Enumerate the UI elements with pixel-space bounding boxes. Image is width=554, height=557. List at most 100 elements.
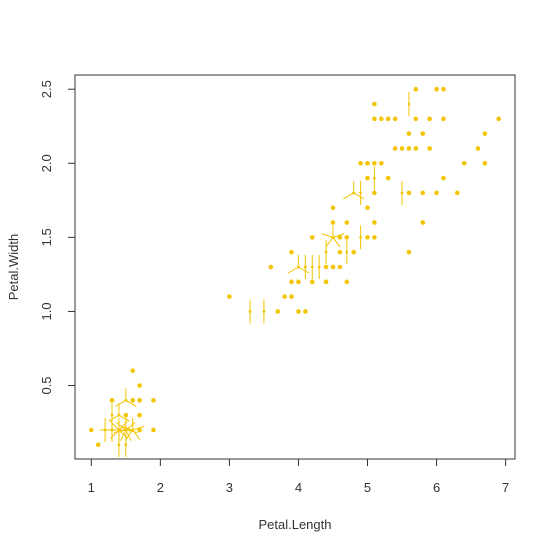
petal <box>132 429 141 440</box>
point <box>482 160 488 166</box>
petal <box>116 422 127 431</box>
point <box>137 398 142 403</box>
point <box>117 413 121 417</box>
point <box>124 399 128 402</box>
point <box>344 235 350 240</box>
point <box>427 116 432 122</box>
x-tick-label: 1 <box>88 480 95 495</box>
point <box>406 131 412 136</box>
point <box>130 398 136 403</box>
point <box>406 190 412 196</box>
point <box>496 116 502 122</box>
point <box>372 101 377 107</box>
point <box>296 279 301 285</box>
point <box>151 398 156 403</box>
point <box>392 146 398 151</box>
petal <box>118 414 130 422</box>
petal <box>298 266 310 274</box>
petal <box>332 237 341 248</box>
point <box>296 309 301 314</box>
point <box>330 264 336 270</box>
point <box>323 264 329 270</box>
point <box>441 175 446 181</box>
point <box>372 160 377 166</box>
x-tick-label: 4 <box>295 480 302 495</box>
point <box>289 249 294 255</box>
point <box>365 175 370 181</box>
x-axis-label: Petal.Length <box>258 517 331 532</box>
petal <box>108 414 120 422</box>
point <box>95 442 101 448</box>
point <box>337 249 343 255</box>
point <box>110 413 114 417</box>
point <box>379 160 384 166</box>
point <box>330 205 336 211</box>
point <box>309 235 315 240</box>
point <box>151 427 156 433</box>
petal <box>343 192 354 200</box>
petal <box>125 429 134 440</box>
point <box>441 86 446 92</box>
point <box>413 146 419 151</box>
petal <box>115 399 127 407</box>
point <box>351 249 356 255</box>
point <box>482 131 488 136</box>
point <box>399 146 405 151</box>
petal <box>321 233 334 238</box>
point <box>337 264 343 270</box>
point <box>427 146 432 151</box>
point <box>365 160 370 166</box>
point <box>434 86 439 92</box>
petal <box>287 266 299 274</box>
x-tick-label: 2 <box>157 480 164 495</box>
point <box>330 220 336 225</box>
point <box>379 116 384 122</box>
point <box>123 412 129 418</box>
x-tick-label: 6 <box>433 480 440 495</box>
y-tick-label: 1.5 <box>39 228 54 246</box>
point <box>344 220 350 225</box>
point <box>337 235 343 240</box>
point <box>385 175 391 181</box>
point <box>289 279 294 285</box>
petal <box>125 399 137 407</box>
point <box>372 220 377 225</box>
point <box>461 160 467 166</box>
point <box>109 398 115 403</box>
point <box>275 309 281 314</box>
point <box>137 383 142 388</box>
petal <box>121 425 133 431</box>
x-tick-label: 3 <box>226 480 233 495</box>
point <box>406 146 412 151</box>
point <box>88 427 94 433</box>
point <box>289 294 294 299</box>
point <box>420 220 426 225</box>
point <box>309 279 315 285</box>
point <box>392 116 398 122</box>
point <box>344 279 350 285</box>
point <box>454 190 460 196</box>
y-tick-label: 2.0 <box>39 154 54 172</box>
point <box>372 190 377 196</box>
point <box>365 205 370 211</box>
point <box>420 131 426 136</box>
point <box>268 264 274 270</box>
petal <box>325 237 334 248</box>
y-axis-label: Petal.Width <box>6 234 21 300</box>
point <box>406 249 412 255</box>
point <box>282 294 287 299</box>
point <box>385 116 391 122</box>
point <box>137 412 142 418</box>
point <box>358 160 363 166</box>
point <box>434 190 439 196</box>
y-tick-label: 0.5 <box>39 376 54 394</box>
petal <box>114 429 126 434</box>
point <box>137 427 142 433</box>
point <box>441 116 446 122</box>
x-tick-label: 5 <box>364 480 371 495</box>
petal <box>120 429 127 441</box>
point <box>323 279 329 285</box>
y-tick-label: 1.0 <box>39 302 54 320</box>
y-tick-label: 2.5 <box>39 80 54 98</box>
